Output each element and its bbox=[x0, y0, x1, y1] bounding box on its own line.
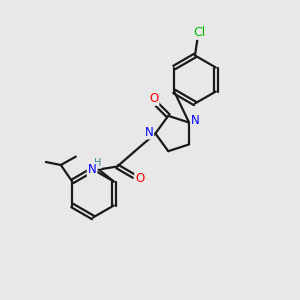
Text: O: O bbox=[149, 92, 158, 105]
Text: N: N bbox=[88, 163, 97, 176]
Text: O: O bbox=[135, 172, 144, 185]
Text: N: N bbox=[191, 114, 200, 127]
Text: H: H bbox=[94, 158, 101, 168]
Text: Cl: Cl bbox=[193, 26, 205, 39]
Text: N: N bbox=[144, 125, 153, 139]
